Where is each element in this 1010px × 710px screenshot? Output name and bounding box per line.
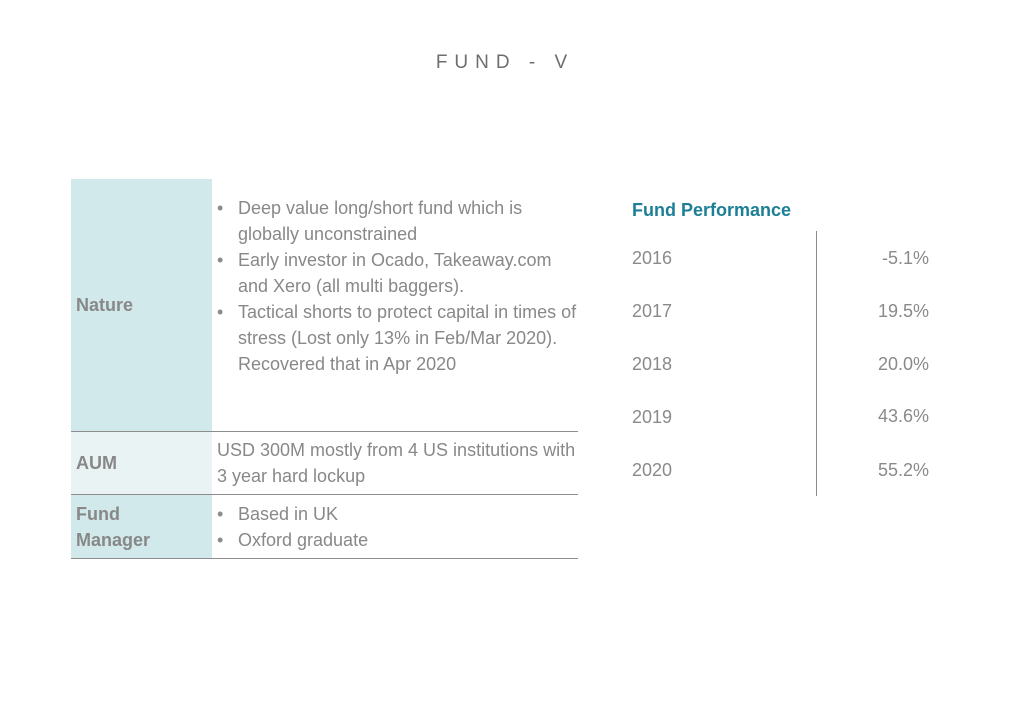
list-item: Deep value long/short fund which is glob… [217,195,578,247]
table-row-nature: Nature Deep value long/short fund which … [71,179,578,432]
aum-value: USD 300M mostly from 4 US institutions w… [212,431,578,495]
list-item: Oxford graduate [217,527,578,553]
table-row-fund-manager: Fund Manager Based in UK Oxford graduate [71,494,578,559]
fund-manager-label-line1: Fund [76,503,120,524]
performance-year: 2017 [632,301,673,321]
nature-value: Deep value long/short fund which is glob… [212,179,578,432]
list-item: Based in UK [217,501,578,527]
performance-value: 43.6% [877,406,929,426]
nature-label: Nature [71,179,212,432]
fund-manager-value: Based in UK Oxford graduate [212,494,578,559]
fund-manager-label-line2: Manager [76,529,151,550]
performance-year: 2016 [632,248,673,268]
aum-label: AUM [71,431,212,495]
performance-year: 2018 [632,354,673,374]
list-item: Tactical shorts to protect capital in ti… [217,299,578,377]
list-item: Early investor in Ocado, Takeaway.com an… [217,247,578,299]
fund-info-table: Nature Deep value long/short fund which … [71,179,578,559]
performance-value: 19.5% [877,301,929,321]
page-title: FUND - V [435,52,575,73]
fund-manager-bullet-list: Based in UK Oxford graduate [217,501,578,553]
table-row-aum: AUM USD 300M mostly from 4 US institutio… [71,431,578,495]
performance-divider [816,231,817,496]
performance-value: -5.1% [881,248,929,268]
performance-year: 2020 [632,460,673,480]
performance-value: 55.2% [877,460,929,480]
performance-year: 2019 [632,407,673,427]
performance-value: 20.0% [877,354,929,374]
nature-bullet-list: Deep value long/short fund which is glob… [217,195,578,377]
fund-performance-title: Fund Performance [632,200,792,220]
fund-manager-label: Fund Manager [71,494,212,559]
